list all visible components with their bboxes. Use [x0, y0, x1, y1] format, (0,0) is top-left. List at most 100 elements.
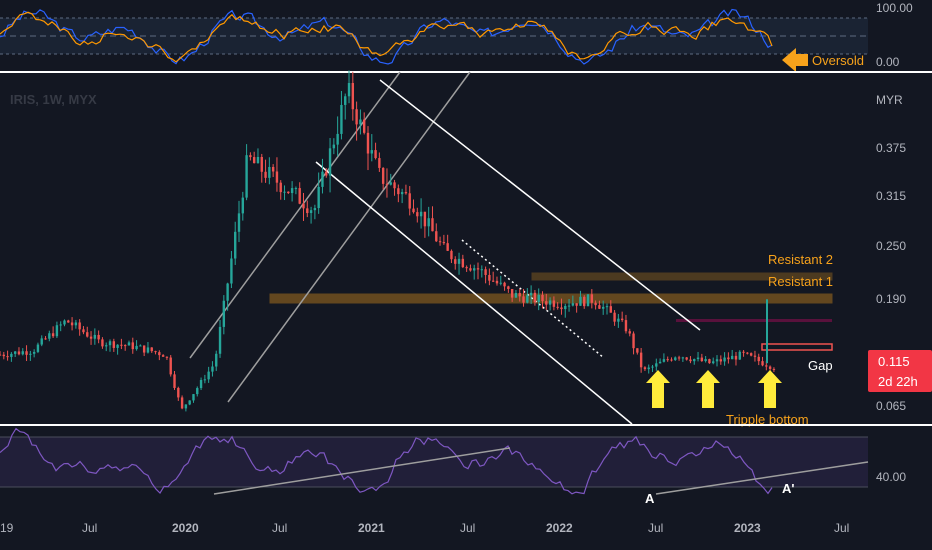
rsi-trendline-2 — [655, 461, 869, 495]
candle-body — [32, 351, 36, 354]
x-tick: Jul — [460, 521, 475, 535]
candle-body — [158, 352, 161, 356]
candle-body — [55, 325, 59, 337]
x-tick: 19 — [0, 521, 14, 535]
candle-body — [491, 280, 495, 282]
candle-body — [362, 119, 366, 133]
candle-body — [336, 133, 339, 145]
candle-body — [552, 300, 556, 307]
candle-body — [321, 171, 324, 187]
candle-body — [704, 359, 707, 362]
candle-body — [681, 357, 685, 359]
candle-body — [419, 211, 423, 217]
candle-body — [135, 345, 138, 350]
candle-body — [40, 338, 43, 345]
candle-body — [643, 367, 647, 370]
candle-body — [340, 104, 343, 134]
candle-body — [199, 379, 203, 389]
candle-body — [590, 294, 594, 303]
candle-body — [279, 182, 282, 193]
stoch-d-line — [0, 11, 773, 63]
candle-body — [74, 322, 78, 326]
candle-body — [579, 296, 582, 306]
candle-body — [344, 96, 347, 105]
candle-body — [249, 155, 252, 158]
candle-body — [131, 342, 134, 350]
candle-body — [252, 157, 256, 164]
candle-body — [632, 333, 635, 349]
price-tick-0065: 0.065 — [876, 399, 906, 413]
candle-body — [700, 357, 704, 362]
candle-body — [177, 387, 180, 398]
candle-body — [211, 366, 214, 372]
oversold-label: Oversold — [812, 53, 864, 68]
x-tick: 2022 — [546, 521, 573, 535]
candle-body — [442, 242, 446, 244]
candle-body — [609, 306, 612, 313]
candle-body — [25, 351, 28, 355]
candle-body — [351, 83, 355, 110]
candle-body — [347, 83, 351, 97]
triple-bottom-label: Tripple bottom — [726, 412, 809, 427]
countdown-value: 2d 22h — [878, 374, 918, 389]
candle-body — [142, 345, 146, 353]
candle-body — [503, 282, 506, 287]
candle-body — [63, 320, 66, 325]
up-arrow-icon — [758, 370, 782, 408]
candle-body — [723, 357, 726, 362]
candle-body — [469, 268, 472, 271]
candle-body — [48, 333, 51, 339]
x-tick: 2020 — [172, 521, 199, 535]
candle-body — [93, 334, 97, 339]
resistant-2-label: Resistant 2 — [768, 252, 833, 267]
candle-body — [108, 341, 112, 346]
candle-body — [237, 213, 241, 232]
candle-body — [598, 305, 601, 309]
candle-body — [101, 339, 104, 347]
candle-body — [658, 361, 662, 364]
candle-body — [150, 347, 153, 352]
price-tick-0315: 0.315 — [876, 189, 906, 203]
candle-body — [215, 353, 218, 367]
candle-body — [264, 171, 267, 178]
candle-body — [495, 280, 499, 284]
candle-body — [59, 324, 62, 326]
oversold-arrow-icon — [782, 48, 808, 72]
candle-body — [332, 144, 336, 149]
candle-body — [617, 318, 620, 322]
candle-body — [397, 188, 400, 195]
candle-body — [408, 193, 411, 209]
candle-body — [518, 293, 521, 297]
price-tick-0190: 0.190 — [876, 292, 906, 306]
candle-body — [82, 329, 85, 333]
trend-channel-lines — [189, 71, 701, 425]
candle-body — [86, 332, 89, 337]
candle-body — [768, 366, 772, 369]
time-axis: 19 Jul 2020 Jul 2021 Jul 2022 Jul 2023 J… — [0, 521, 849, 535]
candle-body — [385, 183, 389, 185]
candle-body — [6, 356, 9, 358]
candle-body — [670, 359, 673, 361]
candle-body — [742, 351, 745, 353]
candle-body — [196, 388, 199, 395]
candle-body — [457, 258, 461, 264]
candle-body — [29, 353, 32, 355]
candle-body — [404, 192, 408, 194]
candle-body — [222, 300, 226, 327]
candle-body — [165, 356, 169, 358]
candle-body — [454, 259, 457, 264]
candle-body — [435, 231, 438, 242]
x-tick: 2021 — [358, 521, 385, 535]
candle-body — [21, 351, 24, 355]
candle-body — [480, 269, 484, 271]
point-a-prime-label: A' — [782, 481, 794, 496]
candle-body — [306, 208, 309, 214]
candle-body — [427, 218, 430, 227]
candle-body — [545, 301, 548, 305]
candle-body — [423, 211, 427, 227]
candle-body — [685, 357, 688, 360]
candle-body — [234, 231, 237, 259]
last-price-value: 0.115 — [878, 354, 910, 369]
candle-body — [666, 359, 669, 361]
